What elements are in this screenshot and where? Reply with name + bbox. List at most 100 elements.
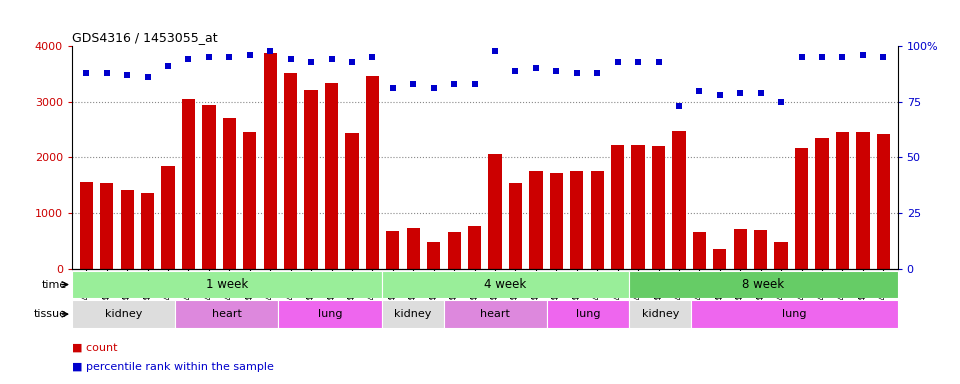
Point (712, 92, 728, 98)
Point (202, 54, 217, 60)
Bar (489, 154, 502, 269)
Point (99, 70, 114, 76)
Bar (652, 146, 665, 269)
Point (794, 54, 809, 60)
Point (549, 68, 564, 74)
Text: 8 week: 8 week (742, 278, 784, 291)
Bar (203, 104, 216, 269)
Bar (284, 73, 298, 269)
Point (405, 81, 420, 87)
Point (467, 81, 482, 87)
Bar (181, 99, 195, 269)
Bar (100, 183, 113, 269)
Bar (713, 249, 727, 269)
Point (488, 48, 503, 54)
Text: lung: lung (318, 309, 343, 319)
Point (119, 72, 134, 78)
Bar (630, 300, 691, 328)
Bar (876, 134, 890, 269)
Point (651, 59, 666, 65)
Bar (407, 228, 420, 269)
Point (180, 56, 196, 63)
Point (160, 63, 176, 69)
Bar (795, 148, 808, 269)
Point (835, 54, 851, 60)
Bar (672, 131, 685, 269)
Point (242, 52, 257, 58)
Bar (836, 132, 849, 269)
Text: ■ count: ■ count (72, 343, 117, 353)
Bar (72, 300, 175, 328)
Bar (856, 132, 870, 269)
Bar (278, 300, 381, 328)
Bar (427, 242, 441, 269)
Bar (264, 53, 276, 269)
Point (589, 70, 605, 76)
Point (303, 59, 319, 65)
Point (692, 88, 708, 94)
Text: tissue: tissue (35, 309, 67, 319)
Point (528, 65, 543, 71)
Point (610, 59, 625, 65)
Point (753, 90, 768, 96)
Text: kidney: kidney (641, 309, 679, 319)
Point (324, 56, 339, 63)
Text: lung: lung (576, 309, 600, 319)
Point (631, 59, 646, 65)
Text: kidney: kidney (105, 309, 142, 319)
Text: GDS4316 / 1453055_at: GDS4316 / 1453055_at (72, 31, 218, 44)
Point (222, 54, 237, 60)
Point (732, 90, 748, 96)
Bar (509, 183, 522, 269)
Bar (754, 230, 767, 269)
Bar (632, 145, 645, 269)
Text: heart: heart (212, 309, 242, 319)
Point (446, 81, 462, 87)
Bar (447, 232, 461, 269)
Bar (141, 193, 155, 269)
Text: heart: heart (480, 309, 510, 319)
Point (671, 103, 686, 109)
Bar (243, 132, 256, 269)
Bar (733, 229, 747, 269)
Point (569, 70, 585, 76)
Point (876, 54, 891, 60)
Point (385, 85, 400, 91)
Point (426, 85, 442, 91)
Point (814, 54, 829, 60)
Bar (80, 182, 93, 269)
Bar (590, 171, 604, 269)
Bar (223, 118, 236, 269)
Bar (386, 231, 399, 269)
Bar (570, 171, 584, 269)
Bar (611, 145, 624, 269)
Text: 4 week: 4 week (484, 278, 527, 291)
Bar (691, 300, 898, 328)
Bar (304, 89, 318, 269)
Bar (775, 242, 788, 269)
Bar (366, 76, 379, 269)
Point (262, 48, 277, 54)
Bar (382, 271, 630, 298)
Bar (161, 166, 175, 269)
Point (79, 70, 94, 76)
Point (283, 56, 299, 63)
Bar (630, 271, 898, 298)
Bar (324, 83, 338, 269)
Bar (72, 271, 382, 298)
Bar (382, 300, 444, 328)
Bar (444, 300, 547, 328)
Bar (529, 171, 542, 269)
Bar (693, 232, 706, 269)
Text: lung: lung (782, 309, 806, 319)
Bar (346, 133, 359, 269)
Bar (121, 190, 133, 269)
Bar (175, 300, 278, 328)
Text: ■ percentile rank within the sample: ■ percentile rank within the sample (72, 362, 274, 372)
Point (345, 59, 360, 65)
Bar (815, 138, 828, 269)
Text: 1 week: 1 week (205, 278, 248, 291)
Bar (547, 300, 630, 328)
Point (855, 52, 871, 58)
Point (774, 99, 789, 105)
